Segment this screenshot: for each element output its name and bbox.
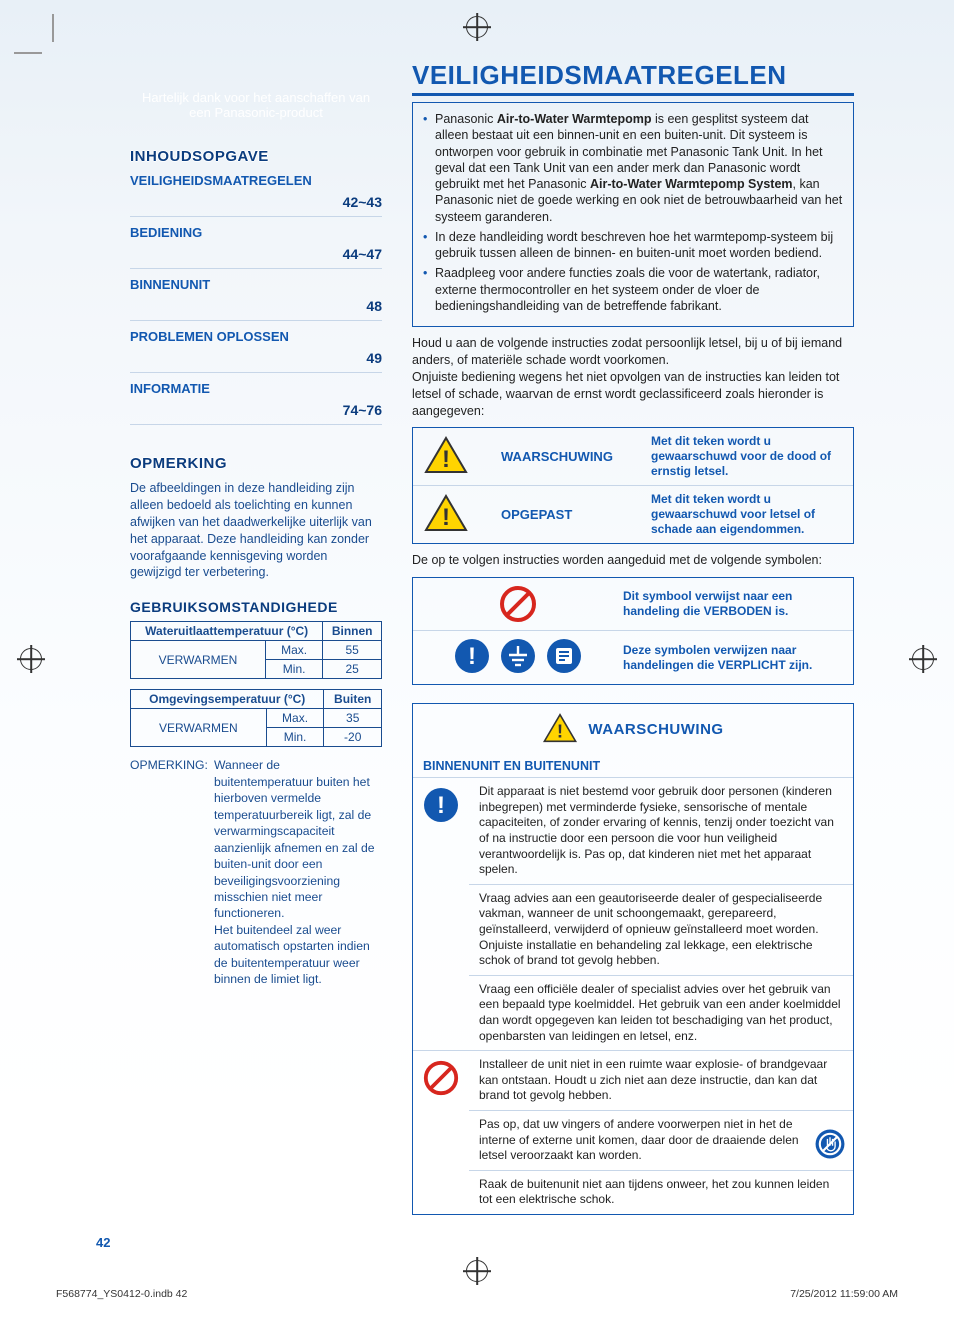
right-column: VEILIGHEIDSMAATREGELEN Panasonic Air-to-… <box>412 60 854 1238</box>
opmerking-text: De afbeeldingen in deze handleiding zijn… <box>130 480 382 581</box>
severity-legend: ! WAARSCHUWING Met dit teken wordt u gew… <box>412 427 854 544</box>
caution-triangle-icon: ! <box>423 493 491 536</box>
intro-box: Panasonic Air-to-Water Warmtepomp is een… <box>412 102 854 327</box>
svg-text:!: ! <box>442 504 450 531</box>
page-number: 42 <box>96 1235 110 1250</box>
svg-text:!: ! <box>437 792 445 819</box>
svg-text:!: ! <box>442 446 450 473</box>
intro-bullet: Raadpleeg voor andere functies zoals die… <box>423 265 843 314</box>
toc-page: 49 <box>130 350 382 366</box>
ground-icon <box>499 637 537 678</box>
warn-item: Dit apparaat is niet bestemd voor gebrui… <box>469 777 853 884</box>
symbols-legend: Dit symbool verwijst naar een handeling … <box>412 577 854 685</box>
opmerking-note: OPMERKING: Wanneer de buitentemperatuur … <box>130 757 382 988</box>
toc-title: INFORMATIE <box>130 381 382 396</box>
section-opmerking: OPMERKING <box>130 455 382 472</box>
toc-page: 44~47 <box>130 246 382 262</box>
no-touch-icon <box>813 1127 847 1166</box>
symbols-intro: De op te volgen instructies worden aange… <box>412 552 854 569</box>
warning-box: ! WAARSCHUWING BINNENUNIT EN BUITENUNIT … <box>412 703 854 1215</box>
toc-page: 48 <box>130 298 382 314</box>
main-heading: VEILIGHEIDSMAATREGELEN <box>412 60 854 96</box>
forbidden-icon <box>413 1050 469 1214</box>
toc-title: PROBLEMEN OPLOSSEN <box>130 329 382 344</box>
mandatory-exclaim-icon: ! <box>453 637 491 678</box>
intro-bullet: Panasonic Air-to-Water Warmtepomp is een… <box>423 111 843 225</box>
toc-title: BEDIENING <box>130 225 382 240</box>
toc-page: 42~43 <box>130 194 382 210</box>
forbidden-icon <box>423 584 613 624</box>
print-footer: F568774_YS0412-0.indb 42 7/25/2012 11:59… <box>56 1288 898 1300</box>
svg-text:!: ! <box>468 643 476 670</box>
warn-item: Vraag advies aan een geautoriseerde deal… <box>469 884 853 975</box>
svg-text:!: ! <box>557 721 563 742</box>
section-inhoud: INHOUDSOPGAVE <box>130 148 382 165</box>
thanks-text: Hartelijk dank voor het aanschaffen van … <box>130 90 382 120</box>
warning-triangle-icon: ! <box>542 712 578 747</box>
section-conditions: GEBRUIKSOMSTANDIGHEDE <box>130 599 382 615</box>
toc-title: VEILIGHEIDSMAATREGELEN <box>130 173 382 188</box>
warn-item: Pas op, dat uw vingers of andere voorwer… <box>469 1110 853 1170</box>
toc-list: VEILIGHEIDSMAATREGELEN 42~43 BEDIENING 44~4… <box>130 165 382 425</box>
table-ambient: Omgevingsemperatuur (°C)Buiten VERWARMEN… <box>130 689 382 747</box>
toc-title: BINNENUNIT <box>130 277 382 292</box>
warning-triangle-icon: ! <box>423 435 491 478</box>
intro-bullet: In deze handleiding wordt beschreven hoe… <box>423 229 843 262</box>
follow-para: Houd u aan de volgende instructies zodat… <box>412 335 854 419</box>
warn-item: Vraag een officiële dealer of specialist… <box>469 975 853 1050</box>
left-column: Hartelijk dank voor het aanschaffen van … <box>130 60 382 1238</box>
toc-page: 74~76 <box>130 402 382 418</box>
manual-icon <box>545 637 583 678</box>
table-water: Wateruitlaattemperatuur (°C)Binnen VERWA… <box>130 621 382 679</box>
warn-item: Raak de buitenunit niet aan tijdens onwe… <box>469 1170 853 1214</box>
mandatory-exclaim-icon: ! <box>413 777 469 1050</box>
warn-item: Installeer de unit niet in een ruimte wa… <box>469 1050 853 1110</box>
